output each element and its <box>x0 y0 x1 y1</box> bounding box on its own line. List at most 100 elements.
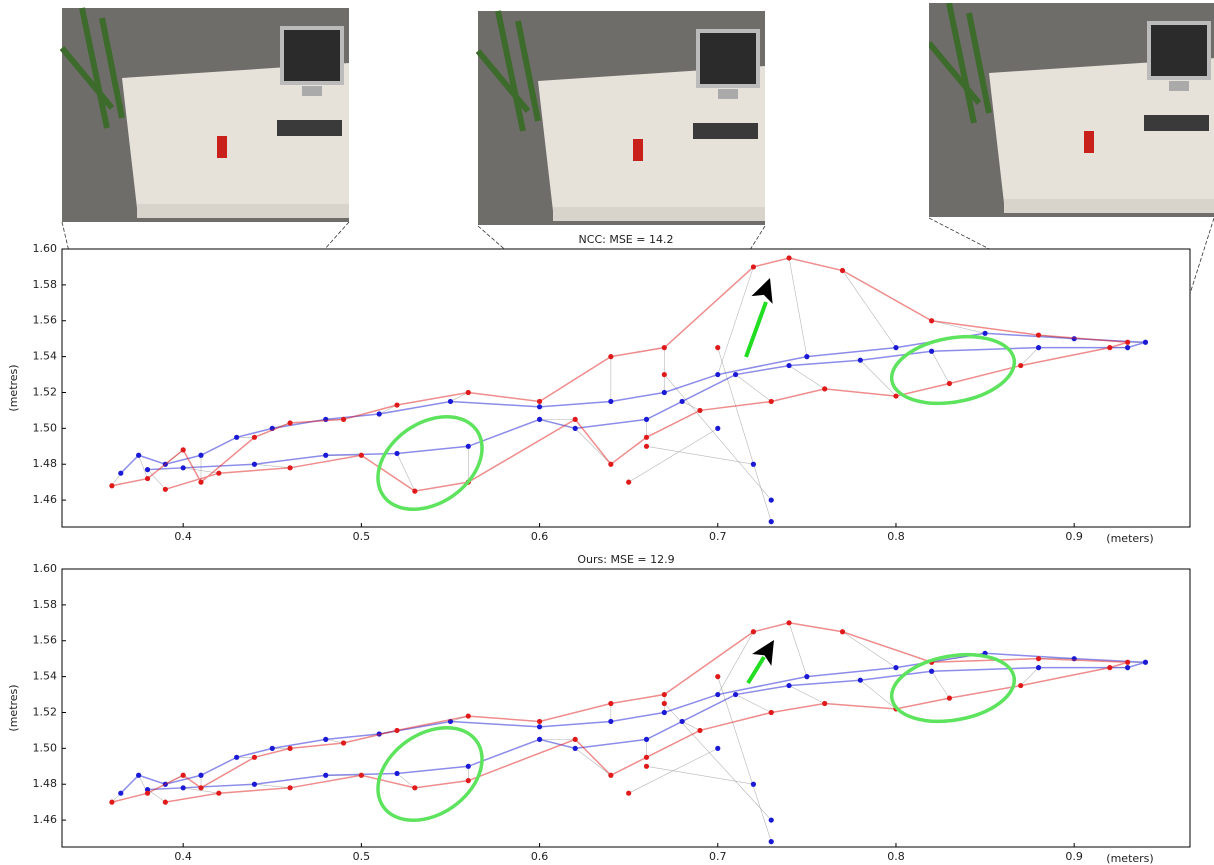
photo <box>62 8 349 222</box>
x-tick-label: 0.6 <box>531 850 549 863</box>
point <box>341 740 346 745</box>
point <box>573 746 578 751</box>
point <box>1125 340 1130 345</box>
point <box>163 800 168 805</box>
point <box>893 665 898 670</box>
point <box>234 755 239 760</box>
point <box>537 724 542 729</box>
point <box>198 773 203 778</box>
photo <box>929 3 1214 217</box>
point <box>412 785 417 790</box>
point <box>662 701 667 706</box>
point <box>537 719 542 724</box>
point <box>1143 660 1148 665</box>
x-tick-label: 0.4 <box>174 850 192 863</box>
point <box>822 386 827 391</box>
point <box>181 447 186 452</box>
point <box>715 746 720 751</box>
point <box>287 465 292 470</box>
point <box>608 719 613 724</box>
point <box>982 331 987 336</box>
point <box>697 728 702 733</box>
plot-frame <box>62 249 1190 527</box>
point <box>1125 345 1130 350</box>
point <box>466 390 471 395</box>
y-tick-label: 1.46 <box>33 813 58 826</box>
point <box>822 701 827 706</box>
point <box>1036 345 1041 350</box>
y-tick-label: 1.52 <box>33 385 58 398</box>
point <box>466 444 471 449</box>
point <box>786 255 791 260</box>
point <box>323 773 328 778</box>
point <box>1125 665 1130 670</box>
x-tick-label: 0.6 <box>531 530 549 543</box>
point <box>537 399 542 404</box>
point <box>769 519 774 524</box>
point <box>929 669 934 674</box>
point <box>929 318 934 323</box>
point <box>1107 665 1112 670</box>
point <box>715 372 720 377</box>
point <box>394 728 399 733</box>
y-tick-label: 1.56 <box>33 314 58 327</box>
point <box>769 399 774 404</box>
point <box>448 399 453 404</box>
point <box>341 417 346 422</box>
point <box>252 782 257 787</box>
point <box>662 345 667 350</box>
point <box>858 678 863 683</box>
point <box>786 620 791 625</box>
point <box>751 264 756 269</box>
point <box>537 417 542 422</box>
point <box>537 404 542 409</box>
point <box>163 487 168 492</box>
point <box>537 737 542 742</box>
point <box>1107 345 1112 350</box>
point <box>287 785 292 790</box>
point <box>840 629 845 634</box>
point <box>287 420 292 425</box>
point <box>1036 656 1041 661</box>
point <box>359 773 364 778</box>
point <box>466 764 471 769</box>
plot: NCC: MSE = 14.2(metres)(meters)1.461.481… <box>7 233 1190 545</box>
x-tick-label: 0.7 <box>709 530 727 543</box>
point <box>394 451 399 456</box>
point <box>733 372 738 377</box>
point <box>644 435 649 440</box>
point <box>697 408 702 413</box>
point <box>608 399 613 404</box>
point <box>252 462 257 467</box>
point <box>947 696 952 701</box>
x-tick-label: 0.4 <box>174 530 192 543</box>
chart-title: NCC: MSE = 14.2 <box>579 233 674 246</box>
point <box>216 791 221 796</box>
photo <box>478 11 765 225</box>
point <box>751 462 756 467</box>
point <box>198 785 203 790</box>
point <box>1036 332 1041 337</box>
point <box>751 782 756 787</box>
point <box>198 453 203 458</box>
point <box>893 345 898 350</box>
x-axis-label: (meters) <box>1106 852 1153 865</box>
point <box>947 381 952 386</box>
y-axis-label: (metres) <box>7 364 20 411</box>
point <box>662 692 667 697</box>
x-tick-label: 0.9 <box>1065 850 1083 863</box>
point <box>1125 660 1130 665</box>
point <box>769 497 774 502</box>
x-tick-label: 0.8 <box>887 850 905 863</box>
point <box>109 800 114 805</box>
point <box>198 480 203 485</box>
point <box>644 737 649 742</box>
y-tick-label: 1.54 <box>33 350 58 363</box>
y-tick-label: 1.54 <box>33 670 58 683</box>
figure: NCC: MSE = 14.2(metres)(meters)1.461.481… <box>0 0 1214 865</box>
y-tick-label: 1.58 <box>33 278 58 291</box>
point <box>287 746 292 751</box>
point <box>644 417 649 422</box>
point <box>804 354 809 359</box>
point <box>786 683 791 688</box>
